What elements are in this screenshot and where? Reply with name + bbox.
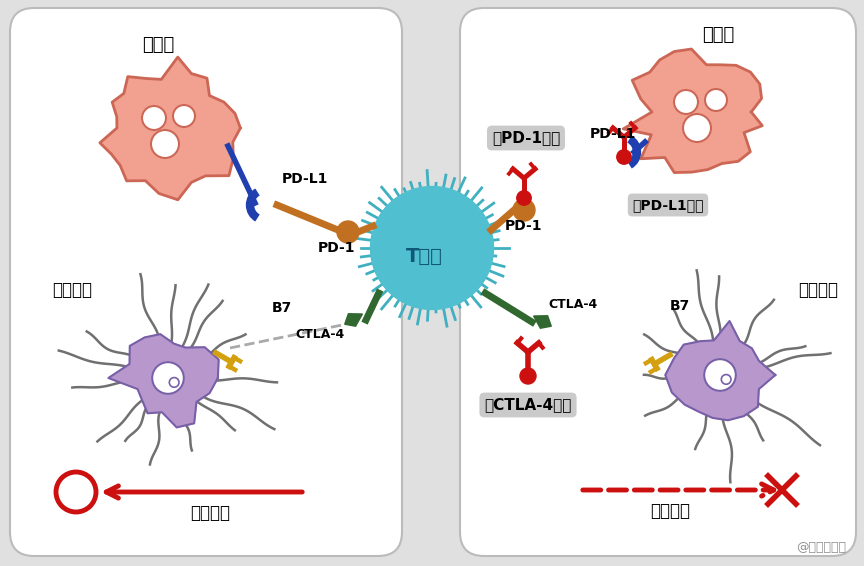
Text: PD-1: PD-1 [318,241,355,255]
Text: PD-L1: PD-L1 [282,172,328,186]
Polygon shape [345,314,362,326]
Polygon shape [108,334,219,427]
Circle shape [517,191,531,205]
Circle shape [683,114,711,142]
Circle shape [513,199,535,221]
Polygon shape [665,321,775,421]
Text: 癌细胞: 癌细胞 [142,36,175,54]
Text: B7: B7 [670,299,690,313]
FancyBboxPatch shape [10,8,402,556]
Text: 抗PD-1抗体: 抗PD-1抗体 [492,131,560,145]
Text: 癌细胞: 癌细胞 [702,26,734,44]
Text: PD-L1: PD-L1 [590,127,637,141]
Text: CTLA-4: CTLA-4 [295,328,344,341]
Circle shape [617,150,632,164]
Text: 树突细胞: 树突细胞 [52,281,92,299]
Text: @日本就医网: @日本就医网 [796,541,846,554]
Circle shape [152,362,184,394]
Circle shape [142,106,166,130]
Text: 抑制信号: 抑制信号 [650,502,690,520]
Text: 树突细胞: 树突细胞 [798,281,838,299]
Text: CTLA-4: CTLA-4 [548,298,597,311]
Circle shape [337,221,359,243]
Text: T细胞: T细胞 [405,247,442,265]
Circle shape [520,368,536,384]
Text: B7: B7 [272,301,292,315]
Circle shape [674,90,698,114]
Circle shape [721,375,731,384]
Text: 抑制信号: 抑制信号 [190,504,230,522]
Circle shape [704,359,736,391]
Circle shape [371,187,493,310]
Text: 抗CTLA-4抗体: 抗CTLA-4抗体 [485,397,572,413]
Polygon shape [534,316,551,328]
Circle shape [705,89,727,111]
Circle shape [173,105,195,127]
FancyBboxPatch shape [460,8,856,556]
Text: PD-1: PD-1 [505,219,543,233]
Circle shape [169,378,179,387]
Text: 抗PD-L1抗体: 抗PD-L1抗体 [632,198,704,212]
Polygon shape [623,49,762,173]
Polygon shape [100,57,240,200]
Circle shape [151,130,179,158]
